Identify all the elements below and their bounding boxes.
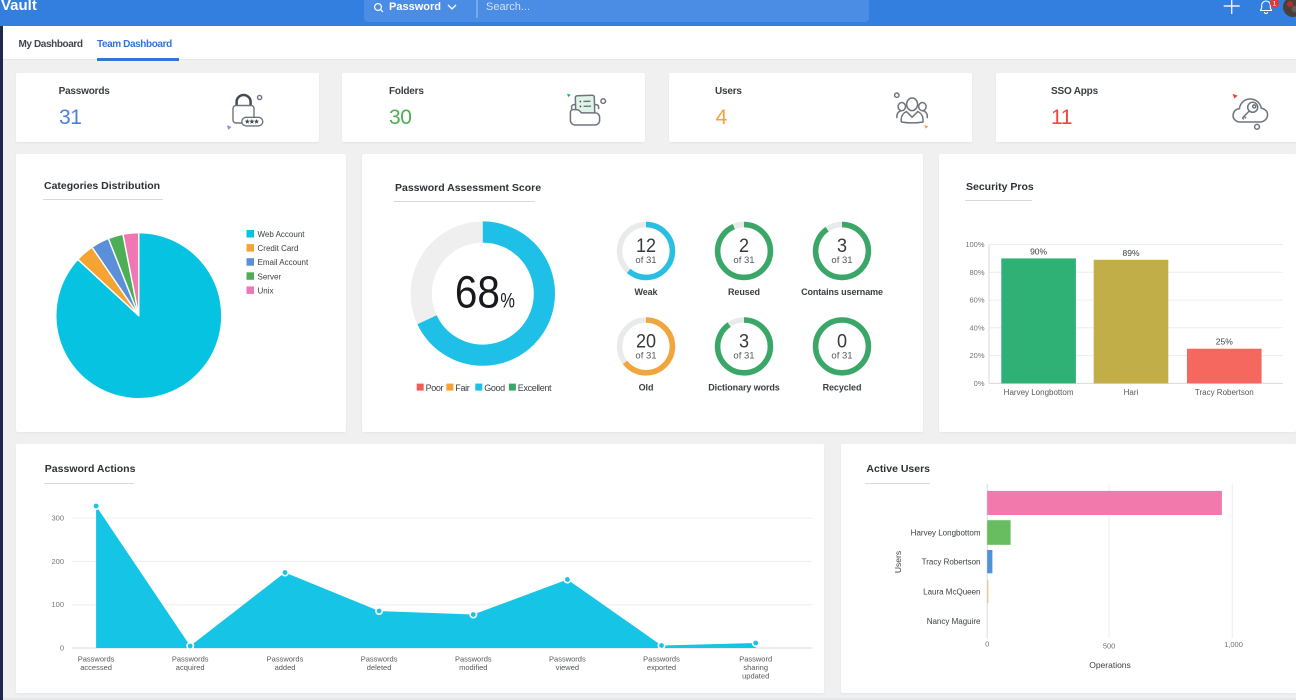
svg-text:deleted: deleted: [367, 663, 392, 672]
svg-text:accessed: accessed: [80, 663, 112, 672]
svg-text:%: %: [500, 289, 515, 312]
svg-text:0: 0: [60, 644, 64, 653]
svg-text:Users: Users: [893, 551, 903, 573]
svg-text:68: 68: [455, 268, 500, 318]
svg-text:Fair: Fair: [455, 383, 469, 393]
svg-text:100: 100: [51, 600, 64, 609]
svg-text:Unix: Unix: [258, 286, 274, 295]
svg-text:Weak: Weak: [635, 287, 659, 297]
svg-text:updated: updated: [742, 672, 769, 681]
svg-text:Contains username: Contains username: [801, 287, 883, 297]
svg-text:Laura McQueen: Laura McQueen: [923, 587, 980, 596]
svg-text:3: 3: [739, 330, 749, 352]
svg-text:Passwords: Passwords: [643, 655, 680, 664]
svg-text:Email Account: Email Account: [258, 258, 309, 267]
svg-text:Harvey Longbottom: Harvey Longbottom: [911, 528, 981, 537]
svg-text:200: 200: [51, 557, 64, 566]
svg-text:89%: 89%: [1122, 248, 1139, 258]
svg-text:Excellent: Excellent: [518, 383, 552, 393]
svg-text:20: 20: [636, 330, 656, 352]
svg-text:25%: 25%: [1216, 337, 1233, 347]
svg-text:Recycled: Recycled: [823, 382, 862, 392]
svg-text:Tracy Robertson: Tracy Robertson: [922, 557, 981, 566]
svg-text:acquired: acquired: [176, 663, 205, 672]
svg-text:Passwords: Passwords: [267, 655, 304, 664]
svg-text:20%: 20%: [969, 351, 984, 360]
svg-text:of 31: of 31: [635, 255, 656, 266]
svg-text:300: 300: [51, 514, 64, 523]
svg-text:of 31: of 31: [733, 350, 754, 361]
svg-text:Operations: Operations: [1089, 660, 1131, 670]
svg-text:60%: 60%: [969, 296, 984, 305]
svg-text:80%: 80%: [969, 268, 984, 277]
svg-text:3: 3: [837, 235, 847, 257]
svg-text:0: 0: [837, 330, 847, 352]
svg-text:Dictionary words: Dictionary words: [708, 382, 780, 392]
svg-text:exported: exported: [647, 663, 676, 672]
svg-text:100%: 100%: [965, 240, 985, 249]
svg-text:1,000: 1,000: [1224, 640, 1243, 649]
svg-text:Old: Old: [639, 382, 654, 392]
svg-text:Passwords: Passwords: [549, 655, 586, 664]
svg-text:modified: modified: [459, 663, 487, 672]
svg-text:Passwords: Passwords: [172, 655, 209, 664]
svg-text:of 31: of 31: [831, 350, 852, 361]
svg-text:Web Account: Web Account: [258, 230, 306, 239]
svg-text:Server: Server: [258, 272, 282, 281]
svg-text:Good: Good: [484, 383, 505, 393]
svg-text:viewed: viewed: [556, 663, 579, 672]
svg-text:Nancy Maguire: Nancy Maguire: [927, 617, 981, 626]
svg-text:Passwords: Passwords: [361, 655, 398, 664]
svg-text:0%: 0%: [974, 379, 985, 388]
svg-text:Passwords: Passwords: [78, 655, 115, 664]
svg-text:Passwords: Passwords: [455, 655, 492, 664]
svg-text:Tracy Robertson: Tracy Robertson: [1195, 388, 1254, 397]
svg-text:2: 2: [739, 235, 749, 257]
svg-text:Credit Card: Credit Card: [258, 244, 299, 253]
svg-text:Password: Password: [739, 655, 772, 664]
svg-text:1: 1: [1273, 1, 1277, 8]
svg-text:Reused: Reused: [728, 287, 760, 297]
svg-text:40%: 40%: [969, 323, 984, 332]
svg-text:sharing: sharing: [743, 663, 768, 672]
svg-text:Poor: Poor: [426, 383, 444, 393]
svg-text:12: 12: [636, 235, 656, 257]
svg-text:of 31: of 31: [733, 255, 754, 266]
svg-text:500: 500: [1103, 642, 1116, 651]
svg-text:0: 0: [985, 640, 989, 649]
svg-text:Hari: Hari: [1124, 388, 1139, 397]
svg-text:Harvey Longbottom: Harvey Longbottom: [1004, 388, 1074, 397]
svg-text:added: added: [275, 663, 296, 672]
svg-text:90%: 90%: [1030, 246, 1047, 256]
svg-text:of 31: of 31: [635, 350, 656, 361]
svg-text:of 31: of 31: [831, 255, 852, 266]
